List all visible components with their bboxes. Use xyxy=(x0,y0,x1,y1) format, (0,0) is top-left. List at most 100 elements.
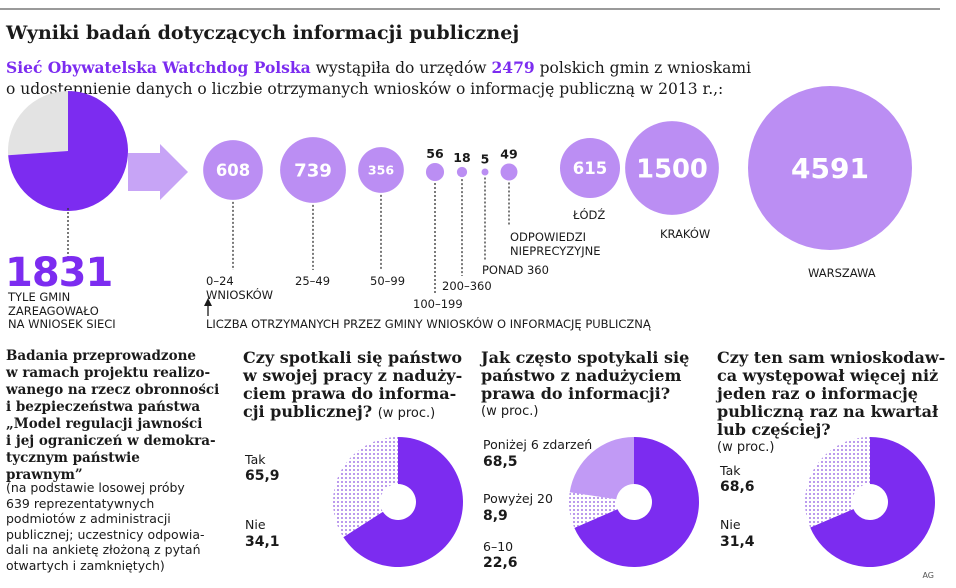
desc-line: wanego na rzecz obronności xyxy=(6,382,220,398)
response-value: 1831 xyxy=(5,250,113,296)
bubble-cat-label: WARSZAWA xyxy=(808,266,876,280)
bubble-value-label: 56 xyxy=(426,146,444,161)
response-caption-line: ZAREAGOWAŁO xyxy=(8,303,99,318)
donut-q2 xyxy=(568,437,699,567)
q3-title: Czy ten sam wnioskodaw- ca występował wi… xyxy=(717,349,952,457)
intro-line2: o udostępnienie danych o liczbie otrzyma… xyxy=(6,80,724,98)
response-pie xyxy=(7,91,128,211)
q2-label: Powyżej 20 xyxy=(483,491,553,506)
q1-unit: (w proc.) xyxy=(377,406,436,421)
bubble-cat-label: PONAD 360 xyxy=(482,263,549,277)
response-caption-line: NA WNIOSEK SIECI xyxy=(8,317,116,331)
desc-line: i jej ograniczeń w demokra- xyxy=(6,433,216,449)
donut-charts-svg xyxy=(332,437,936,567)
bubble-value-label: 18 xyxy=(453,150,470,165)
bubble-value-label: 1500 xyxy=(636,154,708,184)
q2-value: 8,9 xyxy=(483,508,508,524)
bubble-mark xyxy=(500,163,518,181)
q3-value: 31,4 xyxy=(720,534,755,550)
q3-title-line: jeden raz o informację xyxy=(717,384,918,403)
bubble-cat-label: 50–99 xyxy=(370,274,406,288)
method-line: publicznej; uczestnicy odpowia- xyxy=(6,526,205,542)
q2-unit: (w proc.) xyxy=(481,404,539,419)
bubble-value-label: 739 xyxy=(294,161,332,182)
donut-q1 xyxy=(332,437,463,567)
bubble-mark xyxy=(280,137,346,203)
bubble-mark xyxy=(481,168,489,176)
bubble-cat-label: 200–360 xyxy=(442,279,492,293)
bubble-cat-text: 0–24 xyxy=(206,274,234,288)
response-pie-rest xyxy=(7,91,69,156)
page-title: Wyniki badań dotyczących informacji publ… xyxy=(6,22,520,44)
intro-text: Sieć Obywatelska Watchdog Polska wystąpi… xyxy=(6,57,751,100)
q3-label: Nie xyxy=(720,517,741,532)
desc-line: i bezpieczeństwa państwa xyxy=(6,399,201,415)
bubble-cat-label: 25–49 xyxy=(295,274,331,288)
bubble-value-label: 4591 xyxy=(791,152,869,185)
intro-count: 2479 xyxy=(491,58,535,77)
q3-title-line: lub częściej? xyxy=(717,420,831,439)
q2-value: 68,5 xyxy=(483,454,518,470)
q1-title-line: cji publicznej? xyxy=(243,402,373,421)
survey-method: (na podstawie losowej próby 639 reprezen… xyxy=(6,480,221,573)
top-rule xyxy=(0,8,940,10)
bubble-mark xyxy=(456,166,468,178)
q2-value: 22,6 xyxy=(483,555,518,571)
donut-slice xyxy=(810,437,936,567)
donut-slice xyxy=(332,437,398,538)
q1-value: 65,9 xyxy=(245,468,280,484)
bubble-leaders xyxy=(232,177,510,294)
bubble-value-label: 615 xyxy=(573,159,607,178)
intro-part2: polskich gmin z wnioskami xyxy=(534,59,752,77)
method-line: dali na ankietę złożoną z pytań xyxy=(6,542,201,557)
q2-title-line: Jak często spotykali się xyxy=(481,348,690,367)
response-caption-line: TYLE GMIN xyxy=(8,290,71,304)
q1-label: Nie xyxy=(245,517,266,532)
bubble-value-label: 608 xyxy=(216,161,250,180)
donut-slice xyxy=(568,492,618,528)
q1-value: 34,1 xyxy=(245,534,280,550)
donut-q3 xyxy=(805,437,936,567)
q3-unit: (w proc.) xyxy=(717,440,775,455)
q1-label: Tak xyxy=(245,452,266,467)
desc-line: Badania przeprowadzone xyxy=(6,348,196,364)
bubble-value-label: 356 xyxy=(368,163,394,178)
desc-line: w ramach projektu realizo- xyxy=(6,365,211,381)
bubble-mark xyxy=(425,162,445,182)
q1-title-line: Czy spotkali się państwo xyxy=(243,348,462,367)
survey-description: Badania przeprowadzone w ramach projektu… xyxy=(6,348,221,484)
q2-title-line: państwo z nadużyciem xyxy=(481,366,682,385)
bubble-mark xyxy=(203,140,263,200)
bubble-cat-label: ŁÓDŹ xyxy=(573,208,606,222)
bubble-cat-label: 0–24 WNIOSKÓW xyxy=(206,274,273,302)
bubble-value-label: 5 xyxy=(481,152,490,167)
q3-value: 68,6 xyxy=(720,479,755,495)
arrow-icon xyxy=(128,144,188,200)
q3-title-line: publiczną raz na kwartał xyxy=(717,402,939,421)
q1-title-line: w swojej pracy z naduży- xyxy=(243,366,463,385)
bubble-cat-text: ODPOWIEDZI xyxy=(510,230,587,244)
bubble-mark xyxy=(748,86,912,250)
q2-title-line: prawa do informacji? xyxy=(481,384,671,403)
q2-label: Poniżej 6 zdarzeń xyxy=(483,437,593,452)
bubble-cat-text: NIEPRECYZYJNE xyxy=(510,244,601,258)
axis-note: LICZBA OTRZYMANYCH PRZEZ GMINY WNIOSKÓW … xyxy=(206,317,651,331)
response-caption: TYLE GMIN ZAREAGOWAŁO NA WNIOSEK SIECI xyxy=(8,290,138,332)
credit: AG xyxy=(922,571,934,580)
bubble-value-label: 49 xyxy=(500,147,517,162)
q3-title-line: ca występował więcej niż xyxy=(717,366,939,385)
bubble-cat-label: KRAKÓW xyxy=(660,227,711,241)
bubbles-group: 608 739 356 56 18 5 49 615 1500 4591 xyxy=(203,86,912,250)
bubble-cat-label: ODPOWIEDZI NIEPRECYZYJNE xyxy=(510,230,600,258)
q1-title: Czy spotkali się państwo w swojej pracy … xyxy=(243,349,473,423)
bubble-cat-text: WNIOSKÓW xyxy=(206,288,274,302)
bubble-mark xyxy=(358,147,404,193)
bubble-cat-label: 100–199 xyxy=(413,297,463,311)
bubble-mark xyxy=(559,137,621,199)
intro-part1: wystąpiła do urzędów xyxy=(310,59,492,77)
q1-title-line: ciem prawa do informa- xyxy=(243,384,457,403)
bubble-mark xyxy=(625,121,719,215)
response-pie-responded xyxy=(8,91,128,211)
method-line: podmiotów z administracji xyxy=(6,511,171,526)
q2-title: Jak często spotykali się państwo z naduż… xyxy=(481,349,711,421)
